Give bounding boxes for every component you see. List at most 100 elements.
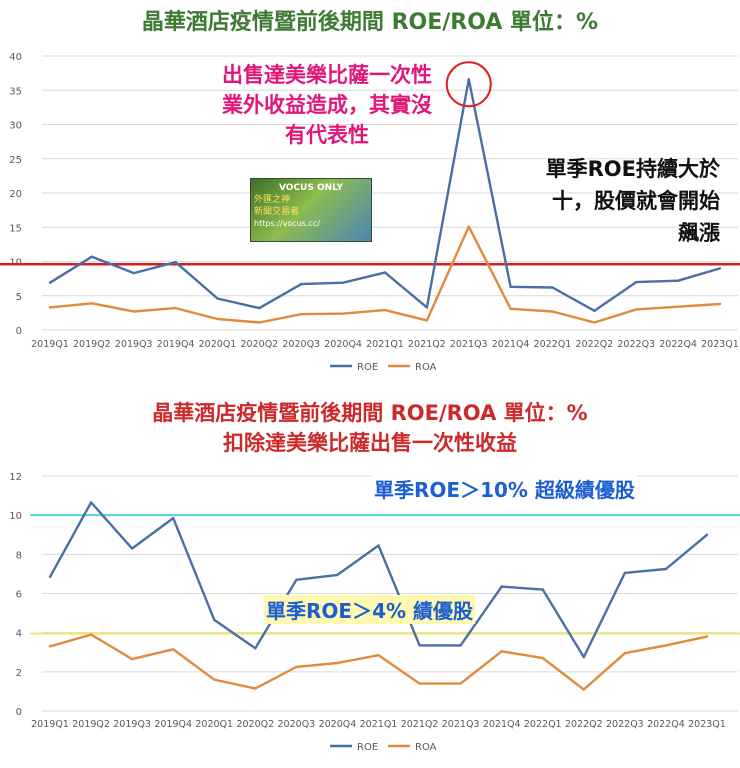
- x-tick-label: 2022Q1: [524, 719, 562, 730]
- y-tick-label: 0: [16, 707, 22, 718]
- x-tick-label: 2022Q2: [565, 719, 603, 730]
- chart2-title-line1: 晶華酒店疫情暨前後期間 ROE/ROA 單位：%: [152, 401, 588, 425]
- x-tick-label: 2021Q4: [483, 719, 521, 730]
- chart1-title: 晶華酒店疫情暨前後期間 ROE/ROA 單位：%: [141, 10, 599, 35]
- data-point-roa: [459, 682, 462, 685]
- data-point-roe: [132, 271, 135, 275]
- data-point-roe: [295, 578, 298, 581]
- data-point-roe: [500, 585, 503, 588]
- x-tick-label: 2020Q3: [282, 339, 320, 350]
- x-tick-label: 2021Q4: [492, 339, 530, 350]
- data-point-roa: [500, 650, 503, 653]
- data-point-roa: [551, 310, 554, 313]
- y-tick-label: 20: [9, 189, 22, 200]
- data-point-roa: [300, 313, 303, 316]
- x-tick-label: 2021Q2: [401, 719, 439, 730]
- data-point-roe: [664, 567, 668, 571]
- data-point-roe: [593, 309, 596, 313]
- series-line-roa: [49, 633, 708, 691]
- x-tick-label: 2021Q1: [360, 719, 398, 730]
- y-tick-label: 0: [16, 326, 22, 337]
- data-point-roe: [718, 267, 722, 270]
- x-tick-label: 2023Q1: [701, 339, 739, 350]
- data-point-roa: [509, 307, 512, 310]
- legend-label-roe: ROE: [357, 362, 378, 373]
- x-tick-label: 2019Q2: [73, 339, 111, 350]
- x-tick-label: 2020Q4: [324, 339, 362, 350]
- data-point-roa: [664, 644, 668, 647]
- x-tick-label: 2021Q2: [408, 339, 446, 350]
- data-point-roe: [582, 655, 586, 659]
- data-point-roe: [418, 644, 421, 647]
- x-tick-label: 2019Q4: [157, 339, 195, 350]
- y-tick-label: 4: [16, 629, 22, 640]
- data-point-roe: [48, 575, 52, 579]
- data-point-roe: [467, 78, 470, 81]
- label-roe-10: 單季ROE＞10% 超級績優股: [372, 474, 637, 503]
- data-point-roe: [551, 286, 554, 289]
- data-point-roa: [718, 302, 722, 306]
- data-point-roe: [213, 618, 216, 622]
- badge-line1: VOCUS ONLY: [278, 183, 344, 193]
- data-point-roe: [377, 544, 380, 547]
- data-point-roe: [300, 282, 303, 286]
- y-tick-label: 5: [16, 292, 22, 303]
- y-tick-label: 6: [16, 590, 22, 601]
- data-point-roa: [418, 682, 421, 685]
- x-tick-label: 2022Q4: [647, 719, 685, 730]
- data-point-roa: [174, 306, 177, 310]
- data-point-roa: [295, 665, 298, 669]
- x-tick-label: 2021Q3: [450, 339, 488, 350]
- data-point-roe: [89, 501, 93, 504]
- data-point-roe: [705, 533, 709, 536]
- x-tick-label: 2020Q3: [278, 719, 316, 730]
- legend-label-roa: ROA: [415, 742, 437, 753]
- peak-highlight-circle: [445, 61, 492, 108]
- y-tick-label: 25: [9, 155, 22, 166]
- data-point-roe: [216, 297, 219, 300]
- data-point-roa: [171, 648, 175, 651]
- chart-1: 05101520253035402019Q12019Q22019Q32019Q4…: [0, 52, 740, 373]
- y-tick-label: 30: [9, 121, 22, 132]
- y-tick-label: 40: [9, 52, 22, 63]
- x-tick-label: 2020Q1: [195, 719, 233, 730]
- data-point-roe: [336, 573, 339, 577]
- data-point-roe: [254, 647, 257, 650]
- data-point-roe: [623, 571, 627, 575]
- data-point-roa: [676, 305, 680, 308]
- y-tick-label: 10: [9, 511, 22, 522]
- x-tick-label: 2021Q1: [366, 339, 404, 350]
- data-point-roa: [467, 225, 470, 228]
- data-point-roe: [174, 260, 177, 264]
- legend-label-roe: ROE: [357, 742, 378, 753]
- data-point-roa: [130, 657, 134, 661]
- x-tick-label: 2019Q1: [31, 339, 69, 350]
- y-tick-label: 8: [16, 550, 22, 561]
- data-point-roe: [509, 285, 512, 289]
- x-tick-label: 2020Q2: [241, 339, 279, 350]
- x-tick-label: 2022Q1: [534, 339, 572, 350]
- data-point-roa: [258, 321, 261, 324]
- data-point-roa: [48, 306, 52, 309]
- data-point-roe: [90, 255, 94, 258]
- data-point-roa: [593, 321, 596, 324]
- x-tick-label: 2019Q4: [154, 719, 192, 730]
- y-tick-label: 2: [16, 668, 22, 679]
- x-tick-label: 2022Q4: [659, 339, 697, 350]
- badge-line2: 外匯之神: [254, 195, 291, 205]
- x-tick-label: 2019Q3: [113, 719, 151, 730]
- data-point-roe: [48, 281, 52, 284]
- x-tick-label: 2022Q2: [576, 339, 614, 350]
- data-point-roe: [171, 516, 175, 520]
- data-point-roa: [635, 308, 638, 311]
- data-point-roe: [635, 280, 638, 284]
- x-tick-label: 2019Q2: [72, 719, 110, 730]
- x-tick-label: 2020Q2: [236, 719, 274, 730]
- data-point-roa: [383, 308, 387, 312]
- annotation-black: 單季ROE持續大於十，股價就會開始飆漲: [545, 157, 720, 245]
- annotation-pink: 出售達美樂比薩一次性業外收益造成，其實沒有代表性: [222, 63, 432, 147]
- chart2-title-line2: 扣除達美樂比薩出售一次性收益: [223, 431, 517, 455]
- data-point-roe: [383, 271, 387, 274]
- label-roe-4: 單季ROE＞4% 績優股: [264, 595, 475, 624]
